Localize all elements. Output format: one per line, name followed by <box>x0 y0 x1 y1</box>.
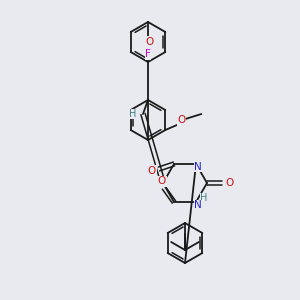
Text: H: H <box>129 109 137 119</box>
Text: O: O <box>145 37 153 47</box>
Text: F: F <box>145 49 151 59</box>
Text: N: N <box>194 162 202 172</box>
Text: O: O <box>148 166 156 176</box>
Text: O: O <box>158 176 166 186</box>
Text: H: H <box>200 193 208 203</box>
Text: O: O <box>225 178 233 188</box>
Text: O: O <box>177 115 185 125</box>
Text: N: N <box>194 200 202 210</box>
